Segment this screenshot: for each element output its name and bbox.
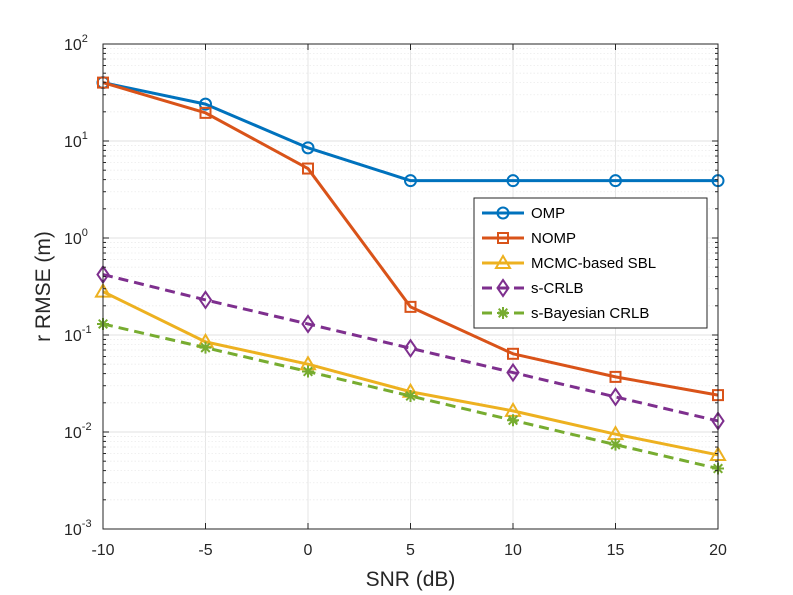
legend: OMP NOMP MCMC-based SBL s-CRLB s-Bayesian CR… xyxy=(473,197,708,329)
data-point-omp xyxy=(404,174,417,188)
y-tick-base: 10 xyxy=(64,328,82,345)
y-tick-label: 10-1 xyxy=(64,324,92,345)
x-tick-label: -10 xyxy=(91,542,114,559)
y-tick-label: 100 xyxy=(64,227,88,248)
y-tick-base: 10 xyxy=(64,231,82,248)
data-point-s-bayesian-crlb xyxy=(609,438,622,451)
data-point-nomp xyxy=(404,300,417,313)
data-point-omp xyxy=(506,174,520,188)
legend-label-s-bayesian-crlb: s-Bayesian CRLB xyxy=(531,305,649,322)
data-point-omp xyxy=(609,174,622,188)
data-point-s-bayesian-crlb xyxy=(404,390,417,403)
data-point-s-bayesian-crlb xyxy=(199,341,212,354)
x-tick-label: 15 xyxy=(607,542,625,559)
legend-label-nomp: NOMP xyxy=(531,230,576,247)
y-tick-exponent: -1 xyxy=(82,324,92,336)
x-tick-label: 5 xyxy=(406,542,415,559)
data-point-s-bayesian-crlb xyxy=(507,414,519,427)
legend-marker-s-bayesian-crlb xyxy=(497,307,509,319)
legend-marker-nomp xyxy=(497,232,509,244)
y-tick-label: 10-3 xyxy=(64,518,92,539)
legend-label-s-crlb: s-CRLB xyxy=(531,280,584,297)
data-point-omp xyxy=(199,97,212,111)
legend-label-omp: OMP xyxy=(531,205,565,222)
data-point-s-bayesian-crlb xyxy=(302,365,314,378)
data-point-nomp xyxy=(199,106,212,119)
y-tick-exponent: -2 xyxy=(82,421,92,433)
series-line-nomp xyxy=(102,81,719,397)
y-tick-label: 101 xyxy=(64,130,88,151)
y-tick-exponent: 2 xyxy=(82,33,88,45)
x-axis-title: SNR (dB) xyxy=(366,568,456,591)
data-point-omp xyxy=(301,141,315,155)
data-point-nomp xyxy=(609,370,622,383)
y-tick-base: 10 xyxy=(64,425,82,442)
x-tick-label: 0 xyxy=(304,542,313,559)
y-tick-base: 10 xyxy=(64,134,82,151)
data-point-s-crlb xyxy=(301,314,315,334)
y-tick-label: 102 xyxy=(64,33,88,54)
y-tick-exponent: 0 xyxy=(82,227,88,239)
y-tick-base: 10 xyxy=(64,37,82,54)
data-point-nomp xyxy=(507,347,519,360)
data-point-nomp xyxy=(302,162,314,175)
series-nomp xyxy=(97,76,724,402)
y-tick-label: 10-2 xyxy=(64,421,92,442)
x-tick-label: 20 xyxy=(709,542,727,559)
series-line-s-crlb xyxy=(102,273,719,423)
x-tick-label: -5 xyxy=(198,542,212,559)
series-omp xyxy=(96,76,725,188)
data-point-s-crlb xyxy=(506,362,520,383)
y-tick-exponent: 1 xyxy=(82,130,88,142)
y-axis-title: r RMSE (m) xyxy=(32,231,55,342)
x-tick-label: 10 xyxy=(504,542,522,559)
y-tick-base: 10 xyxy=(64,522,82,539)
legend-marker-s-crlb xyxy=(496,278,510,298)
data-point-s-crlb xyxy=(403,338,418,359)
data-point-s-crlb xyxy=(198,290,213,310)
data-point-s-crlb xyxy=(608,387,623,407)
legend-label-mcmc-based-sbl: MCMC-based SBL xyxy=(531,255,656,272)
legend-marker-mcmc-based-sbl xyxy=(494,254,512,269)
y-tick-exponent: -3 xyxy=(82,518,92,530)
series-line-omp xyxy=(102,81,718,183)
legend-marker-omp xyxy=(496,206,510,220)
series-lines xyxy=(94,76,727,475)
